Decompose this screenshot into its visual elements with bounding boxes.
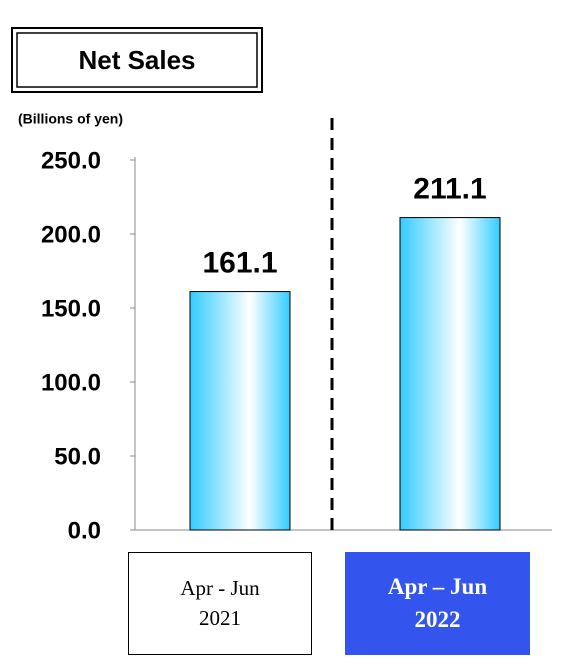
x-tick-label: Apr - Jun 2021 <box>180 576 260 630</box>
title-box-inner <box>16 32 258 88</box>
y-axis-label: (Billions of yen) <box>18 111 123 127</box>
y-tick-label: 50.0 <box>54 443 101 470</box>
chart-title: Net Sales <box>78 45 195 75</box>
x-tick-label: Apr – Jun 2022 <box>387 574 488 632</box>
y-tick-label: 150.0 <box>41 295 101 322</box>
bar <box>189 291 291 531</box>
bar <box>399 217 501 531</box>
category-box: Apr – Jun 2022 <box>345 552 530 655</box>
title-box-outer <box>11 27 263 93</box>
y-tick-label: 250.0 <box>41 147 101 174</box>
y-tick-label: 0.0 <box>68 517 101 544</box>
value-label: 161.1 <box>202 246 277 279</box>
y-tick-label: 200.0 <box>41 221 101 248</box>
y-tick-label: 100.0 <box>41 369 101 396</box>
category-box: Apr - Jun 2021 <box>128 552 312 655</box>
value-label: 211.1 <box>413 172 486 205</box>
